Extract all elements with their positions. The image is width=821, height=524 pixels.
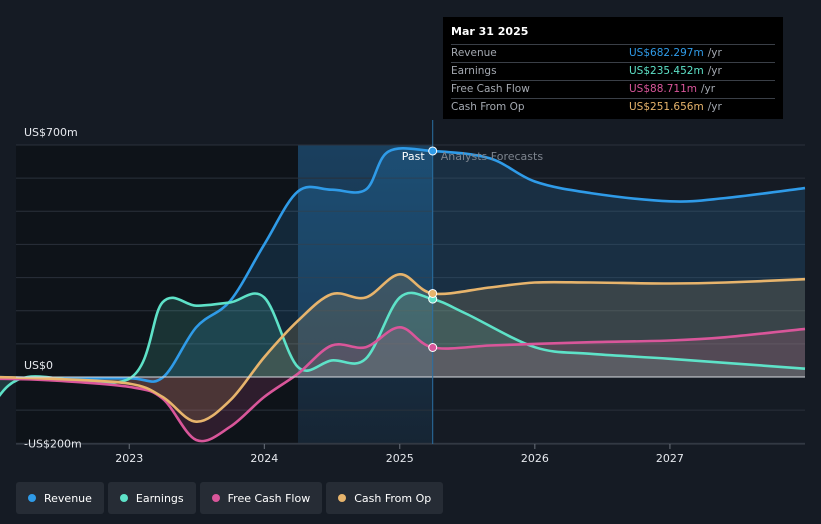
tooltip-date: Mar 31 2025 <box>451 25 529 38</box>
x-tick-label: 2027 <box>656 452 684 465</box>
legend-label: Free Cash Flow <box>227 491 311 505</box>
free-cash-flow-point[interactable] <box>428 343 438 353</box>
tooltip-value: US$235.452m <box>629 65 704 77</box>
tooltip-label: Free Cash Flow <box>451 83 530 95</box>
tooltip-label: Earnings <box>451 65 497 77</box>
tooltip-value: US$251.656m <box>629 101 704 113</box>
tooltip-unit: /yr <box>707 47 722 59</box>
cash-from-op-dot-icon <box>338 494 347 502</box>
cash-from-op-point[interactable] <box>428 288 438 298</box>
legend-item-free-cash-flow[interactable]: Free Cash Flow <box>199 482 323 514</box>
tooltip-unit: /yr <box>701 83 716 95</box>
x-tick-label: 2026 <box>521 452 549 465</box>
legend-item-revenue[interactable]: Revenue <box>16 482 104 514</box>
earnings-line <box>0 291 806 398</box>
forecast-label: Analysts Forecasts <box>441 150 544 163</box>
x-tick-label: 2024 <box>250 452 278 465</box>
highlight-band <box>297 145 433 444</box>
tooltip-row-free-cash-flow: Free Cash Flow US$88.711m /yr <box>451 80 775 98</box>
tooltip-unit: /yr <box>707 65 722 77</box>
revenue-line <box>0 147 806 383</box>
legend-label: Cash From Op <box>354 491 432 505</box>
cash-from-op-line <box>0 273 806 424</box>
x-tick-label: 2023 <box>115 452 143 465</box>
revenue-point[interactable] <box>428 146 438 156</box>
earnings-dot-icon <box>119 494 128 502</box>
tooltip-label: Revenue <box>451 47 497 59</box>
y-label-zero: US$0 <box>24 359 53 372</box>
tooltip-label: Cash From Op <box>451 101 525 113</box>
legend-label: Revenue <box>44 491 92 505</box>
y-label-bottom: -US$200m <box>24 437 82 450</box>
legend: Revenue Earnings Free Cash Flow Cash Fro… <box>16 482 444 514</box>
revenue-dot-icon <box>28 494 36 502</box>
tooltip-row-cash-from-op: Cash From Op US$251.656m /yr <box>451 98 775 116</box>
tooltip-unit: /yr <box>707 101 722 113</box>
y-label-top: US$700m <box>24 126 78 139</box>
legend-item-earnings[interactable]: Earnings <box>107 482 196 514</box>
free-cash-flow-dot-icon <box>211 494 220 502</box>
cash-from-op-area <box>0 274 805 422</box>
tooltip-value: US$682.297m <box>629 47 704 59</box>
legend-item-cash-from-op[interactable]: Cash From Op <box>326 482 444 514</box>
x-tick-label: 2025 <box>386 452 414 465</box>
tooltip-row-earnings: Earnings US$235.452m /yr <box>451 62 775 80</box>
tooltip-value: US$88.711m <box>629 83 697 95</box>
tooltip: Mar 31 2025 Revenue US$682.297m /yr Earn… <box>443 17 783 119</box>
past-label: Past <box>402 150 426 163</box>
tooltip-row-revenue: Revenue US$682.297m /yr <box>451 44 775 62</box>
legend-label: Earnings <box>135 491 184 505</box>
earnings-area <box>0 292 805 395</box>
